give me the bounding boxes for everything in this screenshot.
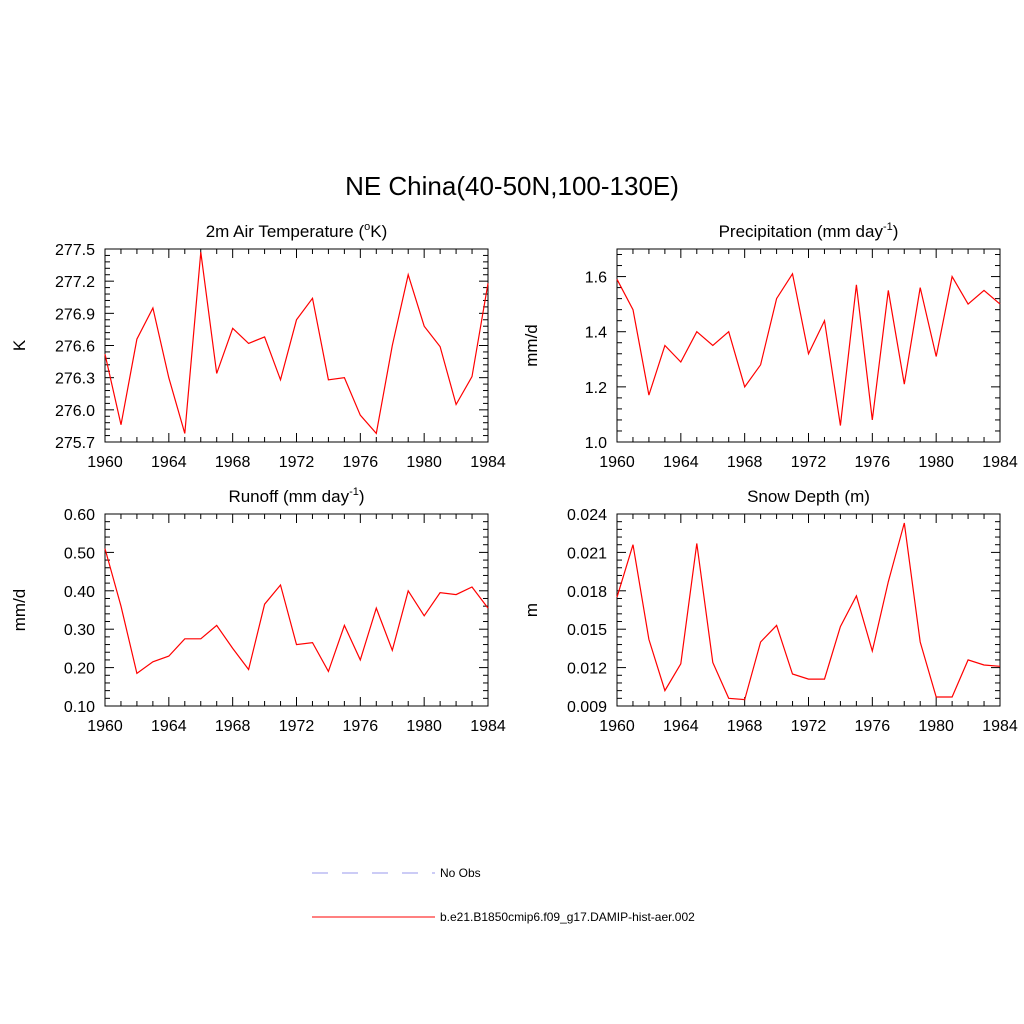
x-tick-label: 1968 (215, 454, 251, 471)
y-axis-label: K (10, 339, 29, 351)
x-tick-label: 1960 (599, 718, 635, 735)
plot-frame (616, 248, 1001, 443)
legend-label: No Obs (440, 866, 481, 880)
x-tick-label: 1960 (87, 454, 123, 471)
legend: No Obs b.e21.B1850cmip6.f09_g17.DAMIP-his… (312, 866, 695, 924)
y-tick-label: 0.20 (64, 661, 95, 678)
y-tick-label: 276.0 (55, 403, 95, 420)
x-tick-label: 1972 (791, 718, 827, 735)
y-tick-label: 0.009 (567, 699, 607, 716)
y-tick-label: 1.0 (585, 435, 607, 452)
x-tick-label: 1964 (663, 454, 699, 471)
y-tick-label: 0.30 (64, 622, 95, 639)
x-tick-label: 1964 (663, 718, 699, 735)
y-tick-label: 0.60 (64, 507, 95, 524)
y-tick-label: 277.5 (55, 242, 95, 259)
y-tick-label: 0.40 (64, 584, 95, 601)
x-tick-label: 1980 (406, 454, 442, 471)
plot-frame (616, 513, 1001, 707)
x-tick-label: 1964 (151, 718, 187, 735)
legend-label: b.e21.B1850cmip6.f09_g17.DAMIP-hist-aer.… (440, 910, 695, 924)
y-axis-label: mm/d (522, 324, 541, 367)
x-tick-label: 1980 (918, 718, 954, 735)
series-line (104, 252, 489, 435)
y-tick-label: 1.4 (585, 325, 607, 342)
x-tick-label: 1980 (918, 454, 954, 471)
y-tick-label: 1.6 (585, 270, 607, 287)
panel-4: Snow Depth (m) m 1960 1964 1968 1972 1976 1980 1… (522, 487, 1018, 735)
x-tick-label: 1972 (279, 718, 315, 735)
y-tick-label: 276.6 (55, 339, 95, 356)
series-line (616, 522, 1001, 701)
y-tick-label: 0.024 (567, 507, 607, 524)
y-axis-label: mm/d (10, 589, 29, 632)
panel-3: Runoff (mm day-1) mm/d 1960 1964 1968 1972 197… (10, 486, 506, 735)
y-tick-label: 276.9 (55, 306, 95, 323)
x-tick-label: 1976 (343, 718, 379, 735)
y-tick-label: 0.50 (64, 545, 95, 562)
x-tick-label: 1976 (855, 454, 891, 471)
y-tick-label: 0.021 (567, 545, 607, 562)
panel-title: 2m Air Temperature (oK) (206, 221, 388, 241)
x-tick-label: 1968 (215, 718, 251, 735)
x-tick-label: 1964 (151, 454, 187, 471)
x-tick-label: 1984 (982, 718, 1018, 735)
y-axis-label: m (522, 603, 541, 617)
y-tick-label: 276.3 (55, 371, 95, 388)
y-tick-label: 0.018 (567, 584, 607, 601)
x-tick-label: 1984 (982, 454, 1018, 471)
y-tick-label: 277.2 (55, 274, 95, 291)
y-tick-label: 275.7 (55, 435, 95, 452)
x-tick-label: 1976 (343, 454, 379, 471)
x-tick-label: 1980 (406, 718, 442, 735)
x-tick-label: 1972 (279, 454, 315, 471)
panel-title: Precipitation (mm day-1) (719, 221, 899, 241)
panel-2: Precipitation (mm day-1) mm/d 1960 1964 1968… (522, 221, 1018, 471)
panel-title: Runoff (mm day-1) (228, 486, 364, 506)
x-tick-label: 1968 (727, 718, 763, 735)
series-line (616, 272, 1001, 426)
panel-1: 2m Air Temperature (oK) K 1960 1964 1968 1972… (10, 221, 506, 471)
panel-title: Snow Depth (m) (747, 487, 870, 506)
x-tick-label: 1968 (727, 454, 763, 471)
series-line (104, 548, 489, 675)
plot-frame (104, 248, 489, 443)
x-tick-label: 1960 (599, 454, 635, 471)
panels: 2m Air Temperature (oK) K 1960 1964 1968 1972… (10, 221, 1018, 735)
x-tick-label: 1984 (470, 718, 506, 735)
x-tick-label: 1984 (470, 454, 506, 471)
x-tick-label: 1960 (87, 718, 123, 735)
y-tick-label: 1.2 (585, 380, 607, 397)
x-tick-label: 1976 (855, 718, 891, 735)
figure-title: NE China(40-50N,100-130E) (345, 171, 679, 201)
y-tick-label: 0.015 (567, 622, 607, 639)
x-tick-label: 1972 (791, 454, 827, 471)
y-tick-label: 0.012 (567, 661, 607, 678)
plot-frame (104, 513, 489, 707)
y-tick-label: 0.10 (64, 699, 95, 716)
